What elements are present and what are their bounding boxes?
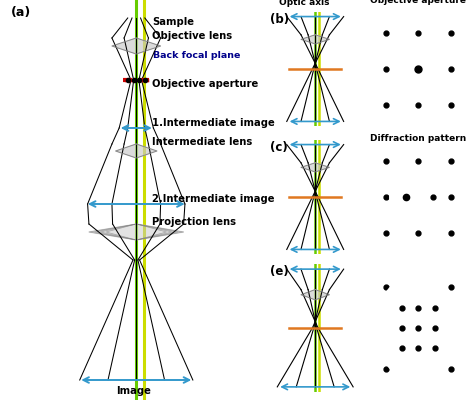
Text: Optic axis: Optic axis (279, 0, 329, 8)
Text: Intermediate lens: Intermediate lens (152, 137, 252, 147)
Text: Objective lens: Objective lens (152, 31, 232, 41)
Text: Image: Image (117, 386, 151, 396)
Circle shape (420, 183, 445, 211)
Polygon shape (116, 144, 157, 158)
Polygon shape (301, 163, 329, 172)
Text: (b): (b) (270, 13, 289, 26)
Polygon shape (89, 224, 183, 240)
Circle shape (400, 48, 437, 90)
Text: Sample: Sample (152, 17, 194, 27)
Text: Objective aperture: Objective aperture (370, 0, 466, 5)
Circle shape (390, 179, 422, 215)
Text: 1.Intermediate image: 1.Intermediate image (152, 118, 275, 128)
Polygon shape (112, 38, 161, 54)
Text: (c): (c) (270, 141, 288, 154)
Text: (e): (e) (270, 265, 289, 278)
Text: (a): (a) (11, 6, 32, 19)
Text: Back focal plane: Back focal plane (154, 52, 241, 60)
Polygon shape (301, 35, 329, 44)
Text: Projection lens: Projection lens (152, 217, 236, 227)
Text: 2.Intermediate image: 2.Intermediate image (152, 194, 274, 204)
Text: Objective aperture: Objective aperture (152, 79, 258, 89)
Text: Diffraction pattern: Diffraction pattern (370, 134, 466, 143)
Circle shape (375, 274, 461, 382)
Polygon shape (301, 290, 329, 300)
